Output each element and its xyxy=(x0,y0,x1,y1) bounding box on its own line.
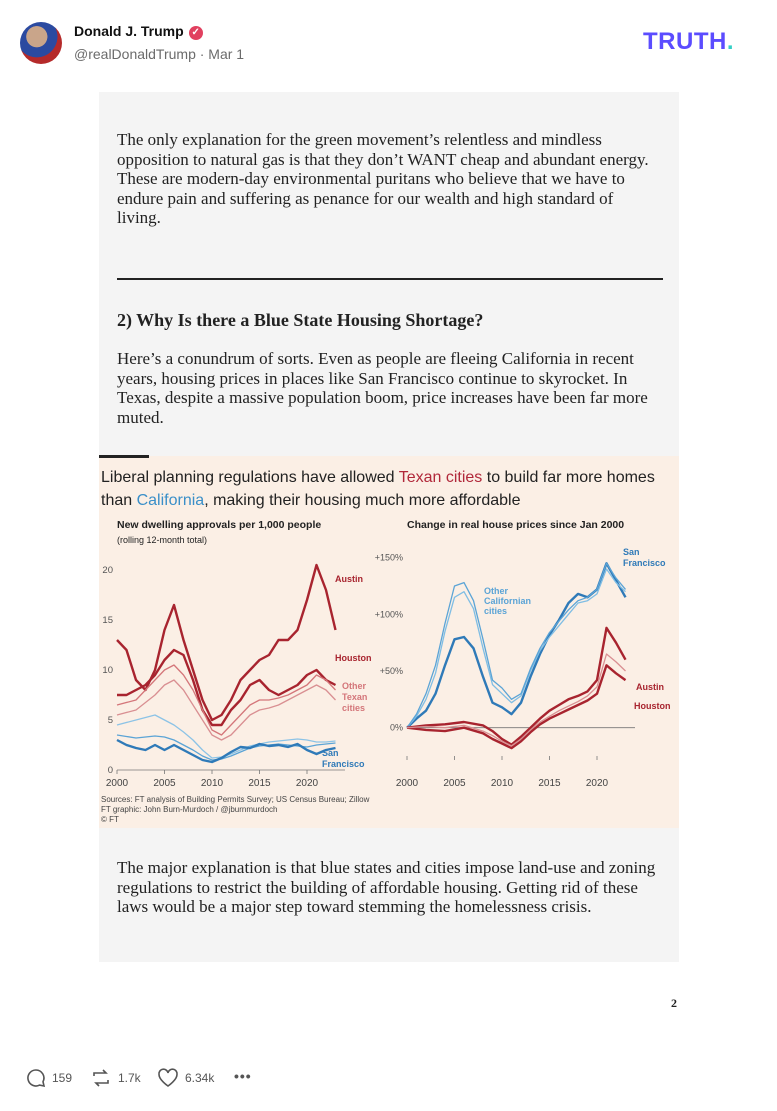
author-name-text[interactable]: Donald J. Trump xyxy=(74,23,184,39)
chart-0-xtick-1: 2005 xyxy=(153,778,176,789)
chart-1-ytick-2: +100% xyxy=(375,609,403,619)
chart-0-series-6 xyxy=(116,738,336,764)
chart-1-xtick-3: 2015 xyxy=(538,778,561,789)
chart-0-label-0: Austin xyxy=(335,574,363,584)
section-heading: 2) Why Is there a Blue State Housing Sho… xyxy=(117,310,484,330)
chart-1-series-2 xyxy=(406,562,626,729)
title-california: California xyxy=(136,492,205,509)
chart-0-label-3: Texan xyxy=(342,692,367,702)
chart-0-ytick-2: 10 xyxy=(102,665,113,676)
chart-0-series-4 xyxy=(116,714,336,759)
chart-1-xtick-4: 2020 xyxy=(586,778,609,789)
chart-0-ytick-4: 20 xyxy=(102,565,113,576)
chart-0-ytick-0: 0 xyxy=(108,765,113,776)
chart-1-ytick-0: 0% xyxy=(390,723,403,733)
reply-icon xyxy=(27,1069,46,1088)
chart-panel: Liberal planning regulations have allowe… xyxy=(99,455,679,828)
logo-text: TRUTH xyxy=(643,28,727,55)
title-part-1: Liberal planning regulations have allowe… xyxy=(101,469,399,486)
chart-0-xtick-0: 2000 xyxy=(106,778,129,789)
chart-1-xtick-1: 2005 xyxy=(443,778,466,789)
chart-0-ytick-3: 15 xyxy=(102,615,113,626)
paragraph-explanation: The major explanation is that blue state… xyxy=(117,858,656,917)
reply-button[interactable]: 159 xyxy=(26,1068,72,1088)
chart-1-ytick-3: +150% xyxy=(375,553,403,563)
chart-0-ytick-1: 5 xyxy=(108,715,113,726)
chart-1-series-4 xyxy=(406,664,627,750)
chart-1-label-3: Californian xyxy=(484,596,531,606)
chart-0-label-1: Houston xyxy=(335,653,372,663)
chart-0-label-6: Francisco xyxy=(322,759,365,769)
chart-0-series-1 xyxy=(117,648,337,727)
paragraph-conundrum: Here’s a conundrum of sorts. Even as peo… xyxy=(117,349,648,427)
truth-logo[interactable]: TRUTH. xyxy=(643,28,734,56)
chart-0-title: New dwelling approvals per 1,000 people xyxy=(117,519,321,531)
chart-1-label-4: cities xyxy=(484,606,507,616)
chart-0-series-0 xyxy=(116,563,337,722)
chart-sources: Sources: FT analysis of Building Permits… xyxy=(101,795,369,825)
chart-1-ytick-1: +50% xyxy=(380,666,403,676)
chart-0-xtick-2: 2010 xyxy=(201,778,224,789)
like-count: 6.34k xyxy=(185,1071,215,1085)
chart-0-label-2: Other xyxy=(342,681,367,691)
page-number: 2 xyxy=(671,996,677,1010)
chart-1-title: Change in real house prices since Jan 20… xyxy=(407,519,624,531)
retruth-icon xyxy=(93,1069,109,1087)
retruth-count: 1.7k xyxy=(118,1071,141,1085)
chart-0-label-5: San xyxy=(322,748,339,758)
chart-1-label-2: Other xyxy=(484,586,509,596)
heart-icon xyxy=(158,1068,178,1087)
chart-1-label-1: Francisco xyxy=(623,558,666,568)
chart-0-label-4: cities xyxy=(342,703,365,713)
source-line-1: Sources: FT analysis of Building Permits… xyxy=(101,795,370,804)
chart-0-xtick-4: 2020 xyxy=(296,778,319,789)
chart-1-label-5: Austin xyxy=(636,682,664,692)
reply-count: 159 xyxy=(52,1071,73,1085)
chart-accent-line xyxy=(99,455,149,458)
author-avatar[interactable] xyxy=(20,22,62,64)
post-header: Donald J. Trump ✓ @realDonaldTrump · Mar … xyxy=(0,0,777,80)
charts-svg: New dwelling approvals per 1,000 people (… xyxy=(102,519,671,789)
chart-1-label-0: San xyxy=(623,547,640,557)
verified-badge-icon: ✓ xyxy=(188,26,203,40)
chart-main-title: Liberal planning regulations have allowe… xyxy=(101,466,671,512)
chart-1-series-1 xyxy=(406,568,626,729)
chart-1-xtick-2: 2010 xyxy=(491,778,514,789)
chart-0-subtitle: (rolling 12-month total) xyxy=(117,535,207,545)
more-options-button[interactable]: ••• xyxy=(234,1068,252,1084)
title-part-5: , making their housing much more afforda… xyxy=(204,492,521,509)
title-part-3: to build far more homes than xyxy=(101,469,655,509)
paragraph-natural-gas: The only explanation for the green movem… xyxy=(117,130,649,228)
source-line-2: FT graphic: John Burn-Murdoch / @jburnmu… xyxy=(101,805,278,814)
chart-1-series-5 xyxy=(406,653,626,747)
chart-1-series-3 xyxy=(406,626,627,746)
retruth-button[interactable]: 1.7k xyxy=(90,1068,141,1088)
author-handle-date[interactable]: @realDonaldTrump · Mar 1 xyxy=(74,46,245,62)
chart-1-xtick-0: 2000 xyxy=(396,778,419,789)
source-line-3: © FT xyxy=(101,815,119,824)
divider xyxy=(117,278,663,280)
author-name[interactable]: Donald J. Trump ✓ xyxy=(74,23,203,40)
chart-0-series-2 xyxy=(116,664,336,736)
chart-1-label-6: Houston xyxy=(634,701,671,711)
like-button[interactable]: 6.34k xyxy=(157,1068,214,1088)
chart-0-xtick-3: 2015 xyxy=(248,778,271,789)
chart-0-series-3 xyxy=(116,679,336,741)
logo-dot: . xyxy=(726,28,734,55)
post-image[interactable]: The only explanation for the green movem… xyxy=(99,92,679,962)
title-texan-cities: Texan cities xyxy=(398,469,483,486)
